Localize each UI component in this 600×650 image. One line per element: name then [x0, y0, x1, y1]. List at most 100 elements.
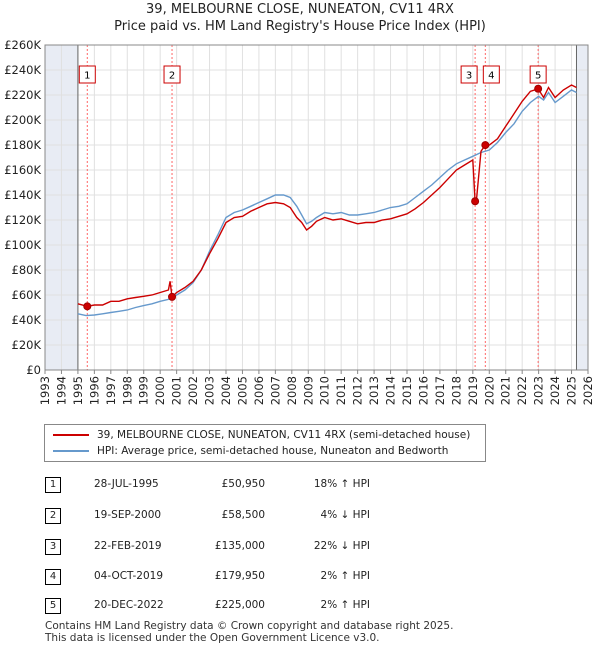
- legend-item-hpi: HPI: Average price, semi-detached house,…: [53, 444, 448, 458]
- series-line-hpi: [77, 89, 577, 317]
- x-tick-label: 2001: [170, 376, 184, 405]
- x-tick-label: 2017: [433, 376, 447, 405]
- x-tick-label: 2011: [334, 376, 348, 405]
- transaction-hpi: 2% ↑ HPI: [320, 599, 370, 611]
- legend-swatch-property: [53, 434, 89, 436]
- transaction-number: 2: [45, 508, 61, 524]
- transaction-label: 2: [169, 71, 175, 82]
- footer-copyright: Contains HM Land Registry data © Crown c…: [45, 620, 454, 632]
- x-tick-label: 1997: [104, 376, 118, 405]
- x-tick-label: 2012: [351, 376, 365, 405]
- transaction-date: 19-SEP-2000: [94, 509, 162, 521]
- x-tick-label: 2024: [548, 376, 562, 405]
- x-tick-label: 2006: [252, 376, 266, 405]
- transaction-point: [168, 292, 177, 301]
- transaction-price: £179,950: [214, 570, 265, 582]
- chart-subtitle: Price paid vs. HM Land Registry's House …: [114, 19, 486, 34]
- footer: Contains HM Land Registry data © Crown c…: [45, 620, 453, 644]
- y-tick-label: £60K: [12, 288, 42, 302]
- transaction-row: 5 20-DEC-2022 £225,000 2% ↑ HPI: [0, 596, 600, 618]
- x-tick-label: 1995: [71, 376, 85, 405]
- x-tick-label: 2004: [219, 376, 233, 405]
- x-tick-label: 2008: [285, 376, 299, 405]
- transaction-number: 5: [45, 598, 61, 614]
- x-tick-label: 2022: [515, 376, 529, 405]
- x-tick-label: 2014: [384, 376, 398, 405]
- x-tick-label: 1993: [38, 376, 52, 405]
- legend: 39, MELBOURNE CLOSE, NUNEATON, CV11 4RX …: [44, 424, 486, 462]
- transaction-price: £225,000: [214, 599, 265, 611]
- transaction-label: 5: [535, 71, 541, 82]
- x-tick-label: 2021: [499, 376, 513, 405]
- x-tick-label: 2018: [449, 376, 463, 405]
- x-tick-label: 1998: [120, 376, 134, 405]
- transaction-hpi: 4% ↓ HPI: [320, 509, 370, 521]
- x-tick-label: 2002: [186, 376, 200, 405]
- y-tick-label: £180K: [4, 138, 41, 152]
- transaction-number: 3: [45, 539, 61, 555]
- y-tick-label: £20K: [12, 338, 42, 352]
- transaction-row: 2 19-SEP-2000 £58,500 4% ↓ HPI: [0, 506, 600, 528]
- transaction-date: 04-OCT-2019: [94, 570, 163, 582]
- transaction-row: 3 22-FEB-2019 £135,000 22% ↓ HPI: [0, 537, 600, 559]
- transaction-label: 4: [488, 71, 494, 82]
- y-tick-label: £140K: [4, 188, 41, 202]
- x-tick-label: 2026: [581, 376, 595, 405]
- chart-title: 39, MELBOURNE CLOSE, NUNEATON, CV11 4RX: [146, 2, 454, 17]
- transaction-hpi: 18% ↑ HPI: [313, 478, 370, 490]
- x-tick-label: 2019: [466, 376, 480, 405]
- x-tick-label: 2007: [268, 376, 282, 405]
- x-tick-label: 2010: [318, 376, 332, 405]
- legend-label-property: 39, MELBOURNE CLOSE, NUNEATON, CV11 4RX …: [97, 429, 471, 441]
- transaction-date: 28-JUL-1995: [94, 478, 159, 490]
- legend-swatch-hpi: [53, 450, 89, 452]
- x-tick-label: 2023: [532, 376, 546, 405]
- y-tick-label: £100K: [4, 238, 41, 252]
- transaction-number: 4: [45, 569, 61, 585]
- transaction-label-box: [529, 65, 547, 84]
- x-tick-label: 2016: [416, 376, 430, 405]
- x-tick-label: 1996: [87, 376, 101, 405]
- footer-licence: This data is licensed under the Open Gov…: [45, 632, 380, 644]
- y-tick-label: £220K: [4, 88, 41, 102]
- transaction-date: 22-FEB-2019: [94, 540, 162, 552]
- transaction-label-box: [163, 65, 181, 84]
- transaction-point: [481, 141, 490, 150]
- y-tick-label: £0: [26, 363, 41, 377]
- y-tick-label: £80K: [12, 263, 42, 277]
- transaction-label: 1: [84, 71, 90, 82]
- y-tick-label: £260K: [4, 38, 41, 52]
- y-tick-label: £120K: [4, 213, 41, 227]
- x-tick-label: 2015: [400, 376, 414, 405]
- transaction-row: 1 28-JUL-1995 £50,950 18% ↑ HPI: [0, 475, 600, 497]
- transaction-number: 1: [45, 477, 61, 493]
- y-tick-label: £160K: [4, 163, 41, 177]
- y-tick-label: £40K: [12, 313, 42, 327]
- x-tick-label: 1999: [137, 376, 151, 405]
- x-tick-label: 2005: [235, 376, 249, 405]
- transaction-row: 4 04-OCT-2019 £179,950 2% ↑ HPI: [0, 567, 600, 589]
- transaction-price: £58,500: [221, 509, 265, 521]
- transaction-hpi: 2% ↑ HPI: [320, 570, 370, 582]
- legend-item-property: 39, MELBOURNE CLOSE, NUNEATON, CV11 4RX …: [53, 428, 470, 442]
- transaction-label: 3: [466, 71, 472, 82]
- legend-label-hpi: HPI: Average price, semi-detached house,…: [97, 445, 449, 457]
- transaction-price: £135,000: [214, 540, 265, 552]
- x-tick-label: 1994: [54, 376, 68, 405]
- transaction-date: 20-DEC-2022: [94, 599, 164, 611]
- x-tick-label: 2009: [301, 376, 315, 405]
- transaction-price: £50,950: [221, 478, 265, 490]
- x-tick-label: 2013: [367, 376, 381, 405]
- x-tick-label: 2020: [482, 376, 496, 405]
- price-chart: 1 2 3 4 5 £0 £20K £40K £60K £80K £100K £120K £140K £1…: [4, 38, 595, 405]
- transaction-label-box: [482, 65, 500, 84]
- plot-area: [45, 45, 588, 370]
- transaction-hpi: 22% ↓ HPI: [313, 540, 370, 552]
- x-tick-label: 2025: [565, 376, 579, 405]
- transaction-point: [471, 197, 480, 206]
- series-line-property: [77, 84, 577, 308]
- shaded-region-after: [576, 45, 588, 370]
- transaction-label-box: [460, 65, 478, 84]
- plot-border: [44, 44, 589, 371]
- transaction-point: [83, 302, 92, 311]
